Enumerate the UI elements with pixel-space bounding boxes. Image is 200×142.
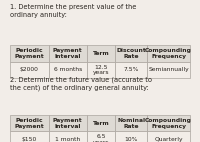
Text: 2. Determine the future value (accurate to
the cent) of the ordinary general ann: 2. Determine the future value (accurate … [10,77,152,91]
Bar [147,62,190,78]
Bar [49,115,87,131]
Bar [115,131,147,142]
Bar [49,45,87,62]
Bar [10,45,49,62]
Bar [147,115,190,131]
Text: Semiannually: Semiannually [148,67,189,72]
Bar [10,62,49,78]
Text: 7.5%: 7.5% [123,67,139,72]
Text: Periodic
Payment: Periodic Payment [14,118,44,129]
Text: Compounding
Frequency: Compounding Frequency [145,118,192,129]
Text: Nominal
Rate: Nominal Rate [117,118,145,129]
Text: 12.5
years: 12.5 years [93,64,109,75]
Text: 6.5
years: 6.5 years [93,134,109,142]
Text: Quarterly: Quarterly [154,137,183,142]
Bar [87,115,115,131]
Bar [49,131,87,142]
Bar [147,131,190,142]
Text: 10%: 10% [124,137,138,142]
Bar [10,115,49,131]
Bar [87,45,115,62]
Text: $150: $150 [22,137,37,142]
Text: Discount
Rate: Discount Rate [116,48,146,59]
Text: 1. Determine the present value of the
ordinary annuity:: 1. Determine the present value of the or… [10,4,136,18]
Bar [147,45,190,62]
Bar [115,115,147,131]
Bar [87,131,115,142]
Text: 1 month: 1 month [55,137,80,142]
Text: Payment
Interval: Payment Interval [53,48,83,59]
Bar [115,62,147,78]
Text: Term: Term [93,121,109,126]
Bar [10,131,49,142]
Text: 6 months: 6 months [54,67,82,72]
Bar [49,62,87,78]
Text: Compounding
Frequency: Compounding Frequency [145,48,192,59]
Text: Periodic
Payment: Periodic Payment [14,48,44,59]
Bar [87,62,115,78]
Bar [115,45,147,62]
Text: $2000: $2000 [20,67,39,72]
Text: Payment
Interval: Payment Interval [53,118,83,129]
Text: Term: Term [93,51,109,56]
